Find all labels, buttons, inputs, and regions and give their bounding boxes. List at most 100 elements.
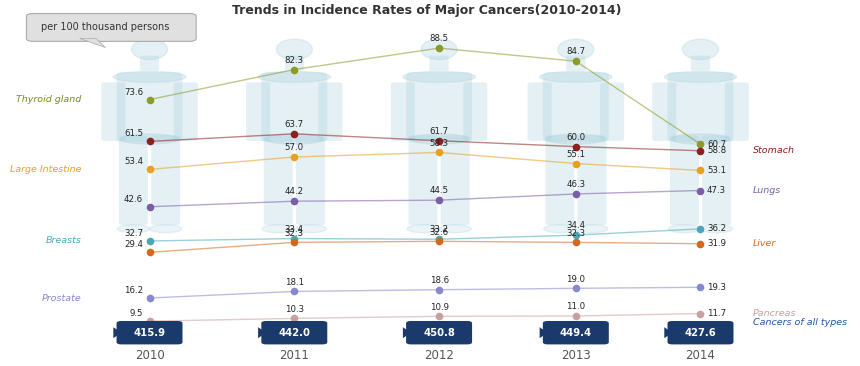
- FancyBboxPatch shape: [652, 82, 676, 141]
- Polygon shape: [114, 327, 121, 338]
- FancyBboxPatch shape: [390, 82, 415, 141]
- Ellipse shape: [120, 134, 179, 144]
- Text: 57.0: 57.0: [285, 143, 304, 152]
- FancyBboxPatch shape: [545, 135, 574, 225]
- Text: 442.0: 442.0: [279, 328, 310, 338]
- Ellipse shape: [132, 39, 168, 60]
- FancyBboxPatch shape: [527, 82, 552, 141]
- Ellipse shape: [701, 225, 733, 233]
- Text: 19.0: 19.0: [567, 274, 586, 284]
- FancyBboxPatch shape: [429, 56, 449, 71]
- Text: Breasts: Breasts: [46, 236, 81, 246]
- FancyBboxPatch shape: [285, 56, 304, 71]
- FancyBboxPatch shape: [117, 321, 182, 344]
- Ellipse shape: [114, 71, 186, 82]
- Ellipse shape: [266, 134, 323, 144]
- Ellipse shape: [276, 39, 312, 60]
- Text: 84.7: 84.7: [566, 48, 586, 56]
- Text: 32.3: 32.3: [566, 229, 586, 238]
- FancyBboxPatch shape: [264, 135, 292, 225]
- Text: 427.6: 427.6: [685, 328, 716, 338]
- Ellipse shape: [421, 39, 458, 60]
- FancyBboxPatch shape: [318, 82, 342, 141]
- Text: 55.1: 55.1: [566, 150, 586, 159]
- Text: Thyroid gland: Thyroid gland: [15, 95, 81, 104]
- FancyBboxPatch shape: [464, 82, 488, 141]
- Text: 61.7: 61.7: [429, 127, 449, 136]
- FancyBboxPatch shape: [261, 321, 328, 344]
- Text: 11.0: 11.0: [566, 302, 586, 311]
- Text: 34.4: 34.4: [566, 221, 586, 230]
- Polygon shape: [80, 38, 106, 48]
- FancyBboxPatch shape: [577, 135, 606, 225]
- Text: 29.4: 29.4: [124, 240, 143, 250]
- FancyBboxPatch shape: [408, 135, 438, 225]
- Ellipse shape: [294, 225, 327, 233]
- Ellipse shape: [576, 225, 608, 233]
- Polygon shape: [258, 327, 266, 338]
- Text: 58.8: 58.8: [707, 146, 726, 155]
- Text: 36.2: 36.2: [707, 224, 726, 234]
- Ellipse shape: [683, 39, 718, 60]
- Text: 44.2: 44.2: [285, 187, 304, 197]
- FancyBboxPatch shape: [667, 321, 734, 344]
- FancyBboxPatch shape: [406, 321, 472, 344]
- Ellipse shape: [544, 225, 576, 233]
- Text: 18.1: 18.1: [285, 278, 304, 287]
- Text: Trends in Incidence Rates of Major Cancers(2010-2014): Trends in Incidence Rates of Major Cance…: [232, 4, 622, 17]
- FancyBboxPatch shape: [296, 135, 325, 225]
- Text: 61.5: 61.5: [124, 130, 143, 138]
- Text: 449.4: 449.4: [560, 328, 592, 338]
- Text: 53.4: 53.4: [124, 157, 143, 167]
- Ellipse shape: [539, 71, 612, 82]
- Text: 450.8: 450.8: [423, 328, 455, 338]
- Text: 19.3: 19.3: [707, 283, 726, 292]
- FancyBboxPatch shape: [543, 72, 609, 142]
- FancyBboxPatch shape: [691, 56, 710, 71]
- Text: 42.6: 42.6: [124, 195, 143, 204]
- Text: 18.6: 18.6: [429, 276, 449, 285]
- Ellipse shape: [664, 71, 737, 82]
- Text: Liver: Liver: [752, 239, 776, 248]
- Text: 53.1: 53.1: [707, 166, 726, 175]
- Text: 415.9: 415.9: [133, 328, 165, 338]
- FancyBboxPatch shape: [667, 72, 734, 142]
- Text: 2014: 2014: [685, 349, 716, 362]
- Text: 2010: 2010: [135, 349, 164, 362]
- Ellipse shape: [258, 71, 330, 82]
- Text: 58.3: 58.3: [429, 139, 449, 148]
- FancyBboxPatch shape: [566, 56, 586, 71]
- Text: 9.5: 9.5: [130, 309, 143, 318]
- FancyBboxPatch shape: [119, 135, 148, 225]
- Text: 60.0: 60.0: [566, 133, 586, 142]
- FancyBboxPatch shape: [440, 135, 470, 225]
- FancyBboxPatch shape: [246, 82, 270, 141]
- Ellipse shape: [668, 225, 701, 233]
- Text: Lungs: Lungs: [752, 186, 781, 195]
- Text: 31.9: 31.9: [707, 239, 726, 248]
- Text: 88.5: 88.5: [429, 34, 449, 43]
- Text: 16.2: 16.2: [124, 286, 143, 295]
- Ellipse shape: [547, 134, 605, 144]
- FancyBboxPatch shape: [600, 82, 624, 141]
- Ellipse shape: [150, 225, 181, 233]
- FancyBboxPatch shape: [725, 82, 749, 141]
- Text: 47.3: 47.3: [707, 186, 726, 195]
- Text: 46.3: 46.3: [566, 180, 586, 189]
- Text: 2011: 2011: [280, 349, 310, 362]
- Text: Prostate: Prostate: [41, 294, 81, 303]
- Text: 60.7: 60.7: [707, 140, 726, 149]
- Ellipse shape: [558, 39, 594, 60]
- Text: 2012: 2012: [424, 349, 454, 362]
- Ellipse shape: [410, 134, 468, 144]
- Text: 63.7: 63.7: [285, 120, 304, 129]
- Text: 11.7: 11.7: [707, 309, 726, 318]
- Text: 82.3: 82.3: [285, 56, 304, 65]
- Text: 33.4: 33.4: [285, 225, 304, 234]
- Text: 32.3: 32.3: [285, 229, 304, 238]
- Text: 73.6: 73.6: [124, 88, 143, 97]
- Polygon shape: [539, 327, 548, 338]
- Ellipse shape: [117, 225, 150, 233]
- FancyBboxPatch shape: [27, 14, 196, 41]
- FancyBboxPatch shape: [702, 135, 731, 225]
